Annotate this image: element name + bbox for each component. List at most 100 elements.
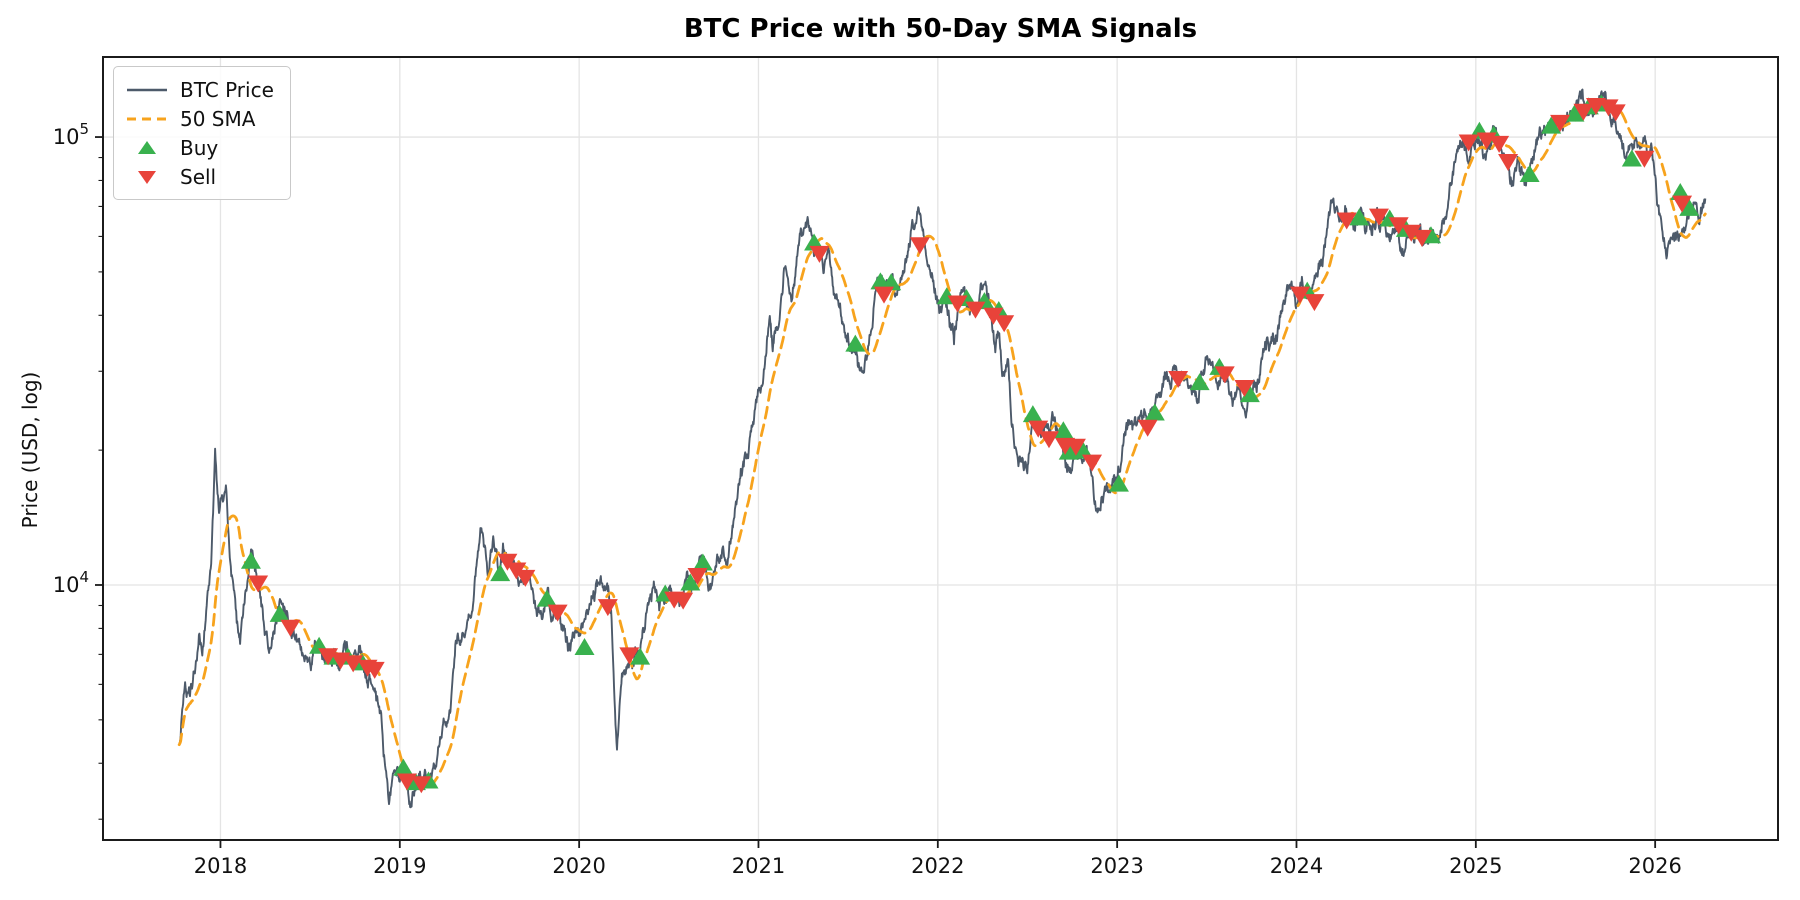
sell-marker bbox=[1065, 438, 1086, 456]
x-tick-label: 2025 bbox=[1449, 854, 1502, 878]
sell-marker bbox=[994, 315, 1015, 333]
sell-marker bbox=[248, 575, 269, 593]
dashed-line-sample-icon bbox=[124, 110, 170, 128]
sell-marker bbox=[364, 661, 385, 679]
sell-marker bbox=[280, 619, 301, 637]
buy-marker bbox=[574, 638, 595, 656]
buy-marker bbox=[1189, 373, 1210, 391]
sell-marker bbox=[1234, 379, 1255, 397]
buy-marker bbox=[680, 573, 701, 591]
sell-marker bbox=[1082, 454, 1103, 472]
buy-marker bbox=[1239, 385, 1260, 403]
sell-marker bbox=[547, 604, 568, 622]
triangle-up-icon bbox=[124, 139, 170, 157]
legend-item-sma: 50 SMA bbox=[124, 104, 274, 133]
x-tick-label: 2026 bbox=[1628, 854, 1681, 878]
legend: BTC Price 50 SMA Buy Sell bbox=[113, 66, 291, 200]
legend-label-sell: Sell bbox=[180, 164, 217, 189]
legend-item-sell: Sell bbox=[124, 162, 274, 191]
buy-markers bbox=[240, 94, 1700, 791]
x-tick-label: 2019 bbox=[373, 854, 426, 878]
x-tick-label: 2024 bbox=[1270, 854, 1323, 878]
btc-price-line bbox=[178, 88, 1707, 809]
sell-marker bbox=[597, 599, 618, 617]
sell-marker bbox=[687, 568, 708, 586]
sell-marker bbox=[497, 553, 518, 571]
sell-marker bbox=[1336, 212, 1357, 230]
sell-marker bbox=[1401, 224, 1422, 242]
legend-item-buy: Buy bbox=[124, 133, 274, 162]
sell-marker bbox=[1550, 114, 1571, 132]
x-tick-label: 2018 bbox=[194, 854, 247, 878]
sell-marker bbox=[965, 301, 986, 319]
sell-marker bbox=[983, 307, 1004, 325]
sell-marker bbox=[1573, 103, 1594, 121]
sell-marker bbox=[909, 237, 930, 255]
buy-marker bbox=[1058, 442, 1079, 460]
buy-marker bbox=[490, 564, 511, 582]
sell-marker bbox=[1214, 366, 1235, 384]
buy-marker bbox=[1679, 198, 1700, 216]
sell-marker bbox=[515, 569, 536, 587]
buy-marker bbox=[1519, 164, 1540, 182]
plot-border bbox=[102, 56, 1779, 841]
buy-marker bbox=[630, 647, 651, 665]
x-tick-label: 2021 bbox=[732, 854, 785, 878]
grid bbox=[103, 57, 1778, 840]
buy-marker bbox=[692, 553, 713, 571]
buy-marker bbox=[1073, 441, 1094, 459]
sell-marker bbox=[673, 592, 694, 610]
triangle-down-icon bbox=[124, 168, 170, 186]
sell-marker bbox=[1489, 135, 1510, 153]
y-tick-label: 105 bbox=[53, 120, 89, 149]
sell-marker bbox=[619, 647, 640, 665]
legend-label-btc-price: BTC Price bbox=[180, 77, 274, 102]
chart-title: BTC Price with 50-Day SMA Signals bbox=[683, 14, 1198, 44]
buy-marker bbox=[393, 758, 414, 776]
sell-marker bbox=[1388, 217, 1409, 235]
sell-marker bbox=[1038, 431, 1059, 449]
sell-marker bbox=[1605, 104, 1626, 122]
sell-marker bbox=[1137, 419, 1158, 437]
buy-marker bbox=[269, 604, 290, 622]
x-tick-label: 2023 bbox=[1090, 854, 1143, 878]
legend-label-sma: 50 SMA bbox=[180, 106, 256, 131]
buy-marker bbox=[1541, 116, 1562, 134]
sell-marker bbox=[1290, 286, 1311, 304]
legend-sell-marker bbox=[138, 170, 156, 184]
buy-marker bbox=[1022, 405, 1043, 423]
sell-marker bbox=[874, 286, 895, 304]
buy-marker bbox=[1053, 421, 1074, 439]
buy-marker bbox=[1621, 149, 1642, 167]
y-axis-label: Price (USD, log) bbox=[18, 371, 42, 529]
sell-marker bbox=[1028, 420, 1049, 438]
sell-marker bbox=[1634, 150, 1655, 168]
sell-marker bbox=[1412, 229, 1433, 247]
sell-marker bbox=[947, 295, 968, 313]
x-tick-label: 2022 bbox=[911, 854, 964, 878]
y-tick-label: 104 bbox=[53, 568, 89, 597]
legend-buy-marker bbox=[138, 140, 156, 154]
buy-marker bbox=[240, 551, 261, 569]
line-sample-icon bbox=[124, 81, 170, 99]
x-tick-label: 2020 bbox=[552, 854, 605, 878]
buy-marker bbox=[845, 334, 866, 352]
sell-marker bbox=[1368, 208, 1389, 226]
buy-marker bbox=[1564, 104, 1585, 122]
buy-marker bbox=[1349, 208, 1370, 226]
buy-marker bbox=[881, 273, 902, 291]
sell-markers bbox=[248, 98, 1693, 794]
buy-marker bbox=[536, 589, 557, 607]
sell-marker bbox=[1672, 195, 1693, 213]
ticks bbox=[95, 136, 1657, 848]
sell-marker bbox=[1458, 134, 1479, 152]
sell-marker bbox=[809, 245, 830, 263]
buy-marker bbox=[1144, 403, 1165, 421]
buy-marker bbox=[1108, 474, 1129, 492]
legend-label-buy: Buy bbox=[180, 135, 219, 160]
sell-marker bbox=[1168, 371, 1189, 389]
sell-marker bbox=[411, 776, 432, 794]
sell-marker bbox=[343, 655, 364, 673]
